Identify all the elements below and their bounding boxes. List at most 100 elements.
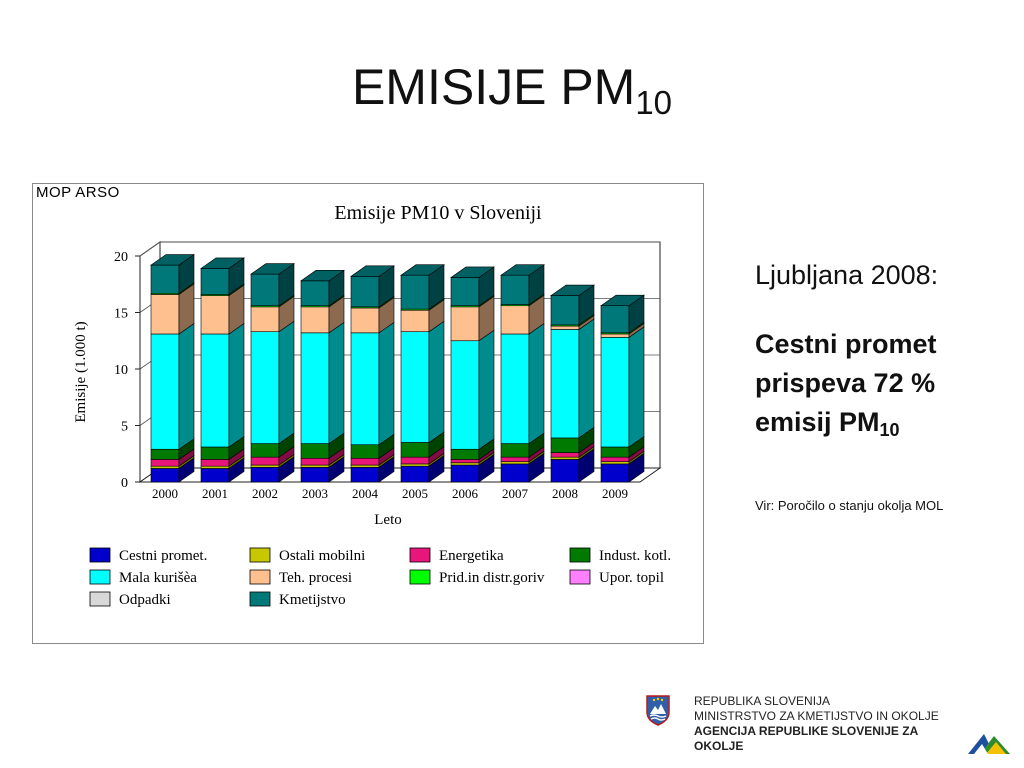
bar-segment-front: [550, 437, 580, 453]
legend-label: Upor. topil: [599, 570, 664, 586]
legend-swatch: [89, 591, 111, 607]
bar-top-face: [150, 254, 195, 266]
bar-segment: [150, 253, 195, 294]
bar-segment-front: [300, 306, 330, 334]
bar-segment-front: [500, 463, 530, 483]
bar-segment-front: [300, 443, 330, 459]
legend-label: Odpadki: [119, 592, 171, 608]
legend-item: Ostali mobilni: [249, 547, 365, 564]
y-axis-label: Emisije (1.000 t): [73, 321, 89, 422]
bar-segment-side: [328, 321, 345, 445]
legend-label: Mala kurišèa: [119, 570, 197, 586]
legend-label: Indust. kotl.: [599, 548, 671, 564]
bar-segment: [150, 322, 195, 450]
bar-segment: [250, 295, 295, 333]
legend-label: Teh. procesi: [279, 570, 352, 586]
x-tick-label: 2001: [202, 486, 228, 501]
bar-segment-front: [600, 461, 630, 465]
bar-segment: [300, 295, 345, 334]
legend-swatch: [249, 547, 271, 563]
bar-segment-front: [550, 325, 580, 330]
x-tick-label: 2005: [402, 486, 428, 501]
chart-title: Emisije PM10 v Sloveniji: [334, 202, 542, 224]
bar-segment-front: [200, 459, 230, 467]
bar-segment-front: [250, 306, 280, 333]
bar-segment: [550, 314, 595, 331]
legend-item: Mala kurišèa: [89, 569, 197, 586]
legend: Cestni promet. Ostali mobilni Energetika In…: [89, 547, 671, 608]
agency-footer: REPUBLIKA SLOVENIJA MINISTRSTVO ZA KMETI…: [694, 694, 964, 754]
bar-segment-side: [228, 322, 245, 448]
bar-segment: [200, 435, 245, 460]
bar-segment-front: [600, 456, 630, 462]
bar-segment-front: [150, 264, 180, 294]
bar-segment-front: [400, 309, 430, 333]
legend-item: Indust. kotl.: [569, 547, 671, 564]
bar-segment: [400, 320, 445, 444]
y-tick-label: 15: [114, 307, 128, 322]
bar-segment-front: [600, 337, 630, 448]
legend-item: Kmetijstvo: [249, 591, 346, 608]
bar-segment-front: [600, 305, 630, 334]
stacked-bar-chart: Emisije PM10 v Sloveniji 0 5 10 15 20 2000 200…: [73, 202, 671, 608]
bar-segment: [200, 322, 245, 448]
x-tick-label: 2004: [352, 486, 379, 501]
bar-segment: [450, 329, 495, 450]
y-tick-label: 5: [121, 420, 128, 435]
bar-segment-front: [400, 331, 430, 443]
legend-item: Cestni promet.: [89, 547, 207, 564]
bar-segment-front: [500, 333, 530, 444]
bar-segment-front: [400, 456, 430, 465]
legend-swatch: [569, 547, 591, 563]
bar-segment: [250, 456, 295, 483]
bar-segment-front: [350, 307, 380, 334]
bar-segment-front: [300, 280, 330, 307]
x-tick-label: 2008: [552, 486, 578, 501]
bar-segment-front: [200, 295, 230, 335]
key-finding-subscript: 10: [879, 420, 900, 440]
bar-segment-front: [250, 467, 280, 483]
bar-segment-front: [500, 305, 530, 335]
bar-segment-front: [600, 333, 630, 338]
legend-swatch: [569, 569, 591, 585]
bar-top-face: [500, 264, 545, 276]
slovenia-crest-icon: [646, 695, 670, 726]
bar-segment-front: [150, 448, 180, 460]
key-finding: Cestni promet prispeva 72 % emisij PM10: [755, 325, 1015, 450]
bar-segment-front: [150, 333, 180, 450]
bar-segment-front: [200, 333, 230, 448]
bar-segment: [250, 320, 295, 445]
y-tick-label: 20: [114, 250, 128, 265]
bar-segment-front: [350, 457, 380, 466]
bar-segment-side: [428, 320, 445, 444]
bar-segment-front: [200, 468, 230, 483]
bar-top-face: [550, 284, 595, 296]
bar-segment: [400, 264, 445, 310]
slide-title-subscript: 10: [635, 84, 673, 121]
bar-segment-front: [450, 459, 480, 464]
bar-segment-front: [450, 306, 480, 342]
bar-segment-side: [578, 318, 595, 439]
bar-segment-front: [350, 276, 380, 308]
x-tick-label: 2009: [602, 486, 628, 501]
agency-line-4: OKOLJE: [694, 739, 744, 753]
x-axis-label: Leto: [374, 512, 402, 528]
bar-segment-front: [250, 456, 280, 466]
bar-segment-side: [528, 322, 545, 445]
bar-segment-front: [200, 446, 230, 460]
bar-segment-side: [278, 320, 295, 445]
arso-logo-icon: [968, 734, 1010, 754]
bar-segment-front: [300, 464, 330, 468]
legend-swatch: [249, 569, 271, 585]
bar-segment: [300, 456, 345, 483]
chart-image-frame: MOP ARSO Emisije PM10 v Sloveniji 0 5 10 15…: [32, 183, 704, 644]
legend-item: Upor. topil: [569, 569, 664, 586]
bar-segment: [300, 321, 345, 445]
slide-title-text: EMISIJE PM: [351, 59, 636, 115]
bar-segment-front: [350, 467, 380, 483]
x-tick-label: 2006: [452, 486, 479, 501]
bar-segment-front: [400, 442, 430, 458]
agency-line-2: MINISTRSTVO ZA KMETIJSTVO IN OKOLJE: [694, 709, 939, 723]
legend-label: Energetika: [439, 548, 504, 564]
bar-segment: [150, 457, 195, 483]
